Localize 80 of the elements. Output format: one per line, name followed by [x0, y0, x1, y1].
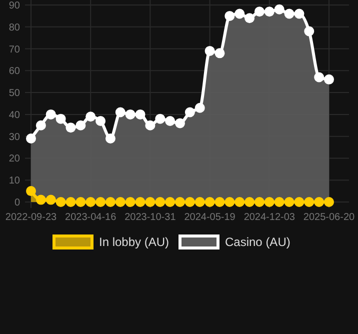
point	[204, 46, 215, 56]
legend-label: Casino (AU)	[225, 235, 290, 250]
legend-label: In lobby (AU)	[99, 235, 170, 250]
point	[165, 116, 176, 126]
point	[304, 197, 314, 207]
point	[244, 197, 255, 207]
point	[254, 197, 264, 207]
y-tick-label: 40	[8, 110, 20, 121]
point	[314, 72, 324, 82]
y-tick-label: 20	[8, 154, 20, 165]
point	[135, 197, 146, 207]
point	[36, 120, 46, 130]
point	[184, 197, 195, 207]
point	[284, 8, 294, 19]
point	[175, 197, 185, 207]
point	[105, 134, 116, 144]
point	[96, 116, 106, 126]
point	[214, 48, 225, 58]
point	[304, 26, 314, 36]
point	[294, 197, 304, 207]
point	[56, 114, 66, 124]
y-tick-label: 30	[8, 132, 20, 143]
point	[76, 197, 86, 207]
point	[96, 197, 106, 207]
point	[324, 197, 334, 207]
point	[294, 8, 304, 19]
point	[56, 197, 66, 207]
point	[105, 197, 116, 207]
point	[125, 197, 136, 207]
point	[194, 102, 205, 113]
point	[224, 197, 235, 207]
point	[264, 6, 274, 17]
point	[86, 112, 96, 122]
point	[46, 109, 56, 120]
point	[125, 109, 136, 120]
y-tick-label: 90	[8, 0, 20, 12]
point	[36, 194, 46, 205]
point	[145, 120, 156, 130]
y-tick-label: 70	[8, 44, 20, 56]
x-tick-label: 2024-05-19	[184, 212, 236, 223]
point	[234, 8, 245, 19]
point	[76, 120, 86, 130]
point	[254, 6, 264, 17]
x-tick-label: 2023-04-16	[65, 212, 117, 223]
x-tick-label: 2022-09-23	[5, 212, 58, 223]
point	[66, 197, 76, 207]
point	[264, 197, 274, 207]
point	[115, 197, 126, 207]
y-tick-label: 10	[8, 176, 20, 187]
y-tick-label: 80	[8, 22, 20, 34]
point	[184, 107, 195, 118]
y-tick-label: 60	[8, 66, 20, 78]
x-tick-label: 2023-10-31	[124, 212, 176, 223]
point	[234, 197, 245, 207]
point	[26, 186, 36, 196]
point	[324, 74, 334, 84]
point	[214, 197, 225, 207]
point	[86, 197, 96, 207]
point	[135, 109, 146, 120]
point	[194, 197, 205, 207]
x-tick-label: 2024-12-03	[244, 212, 296, 223]
point	[155, 114, 166, 124]
point	[274, 4, 284, 14]
point	[145, 197, 156, 207]
point	[155, 197, 166, 207]
point	[274, 197, 284, 207]
point	[46, 194, 56, 205]
x-tick-label: 2025-06-20	[303, 212, 356, 223]
point	[165, 197, 176, 207]
point	[66, 122, 76, 133]
y-tick-label: 50	[8, 88, 20, 100]
point	[224, 10, 235, 21]
y-tick-label: 0	[14, 198, 20, 208]
point	[26, 134, 36, 144]
point	[244, 13, 255, 24]
point	[115, 107, 126, 118]
point	[175, 118, 185, 128]
point	[314, 197, 324, 207]
point	[284, 197, 294, 207]
point	[204, 197, 215, 207]
